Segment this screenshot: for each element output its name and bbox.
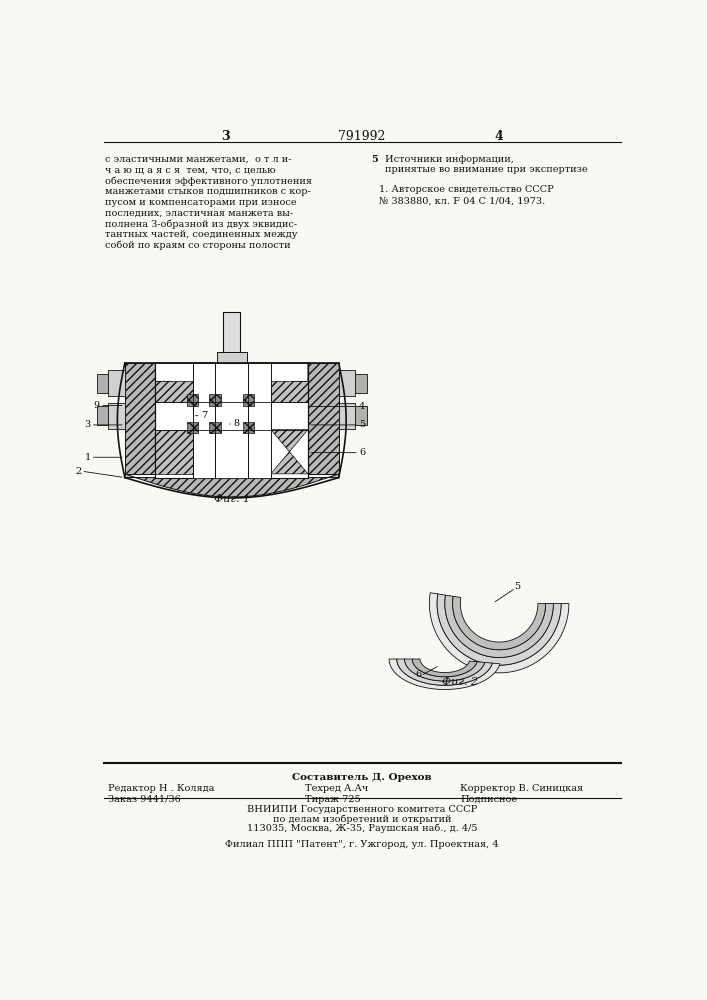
Polygon shape: [125, 363, 156, 474]
Text: 9: 9: [94, 401, 100, 410]
Bar: [223, 312, 240, 363]
Text: полнена З-образной из двух эквидис-: полнена З-образной из двух эквидис-: [105, 219, 298, 229]
Bar: [339, 403, 356, 429]
Bar: [248, 363, 271, 478]
Polygon shape: [215, 439, 248, 474]
Text: 1. Авторское свидетельство СССР: 1. Авторское свидетельство СССР: [379, 185, 554, 194]
Text: Заказ 9441/36: Заказ 9441/36: [107, 795, 180, 804]
Text: пусом и компенсаторами при износе: пусом и компенсаторами при износе: [105, 198, 297, 207]
Text: 8: 8: [233, 419, 240, 428]
Polygon shape: [156, 381, 193, 402]
Polygon shape: [271, 381, 308, 402]
Text: ч а ю щ а я с я  тем, что, с целью: ч а ю щ а я с я тем, что, с целью: [105, 165, 276, 174]
Bar: [356, 406, 367, 425]
Polygon shape: [389, 659, 500, 689]
Text: 4: 4: [359, 402, 365, 411]
Text: последних, эластичная манжета вы-: последних, эластичная манжета вы-: [105, 209, 293, 218]
Text: по делам изобретений и открытий: по делам изобретений и открытий: [273, 815, 451, 824]
Polygon shape: [397, 659, 492, 685]
Text: 5: 5: [359, 420, 365, 429]
Polygon shape: [156, 430, 193, 474]
Text: 5: 5: [515, 582, 521, 591]
Bar: [209, 422, 221, 433]
Bar: [97, 406, 108, 425]
Bar: [339, 370, 356, 396]
Text: обеспечения эффективного уплотнения: обеспечения эффективного уплотнения: [105, 176, 312, 186]
Text: 6: 6: [359, 448, 365, 457]
Polygon shape: [437, 594, 561, 665]
Text: 5: 5: [371, 155, 378, 164]
Text: с эластичными манжетами,  о т л и-: с эластичными манжетами, о т л и-: [105, 155, 292, 164]
Polygon shape: [156, 363, 308, 409]
Text: 791992: 791992: [338, 130, 385, 143]
Text: 1: 1: [84, 453, 90, 462]
Polygon shape: [452, 596, 546, 650]
Text: собой по краям со стороны полости: собой по краям со стороны полости: [105, 241, 291, 250]
Text: 3: 3: [84, 420, 90, 429]
Bar: [108, 370, 125, 396]
Text: Филиал ППП "Патент", г. Ужгород, ул. Проектная, 4: Филиал ППП "Патент", г. Ужгород, ул. Про…: [225, 840, 498, 849]
Bar: [215, 363, 248, 478]
Text: манжетами стыков подшипников с кор-: манжетами стыков подшипников с кор-: [105, 187, 311, 196]
Text: Составитель Д. Орехов: Составитель Д. Орехов: [292, 773, 432, 782]
Text: Корректор В. Синицкая: Корректор В. Синицкая: [460, 784, 583, 793]
Bar: [156, 363, 308, 478]
Bar: [243, 394, 254, 406]
Bar: [209, 394, 221, 406]
Polygon shape: [308, 363, 339, 474]
Text: тантных частей, соединенных между: тантных частей, соединенных между: [105, 230, 298, 239]
Text: 7: 7: [201, 411, 207, 420]
Bar: [108, 403, 125, 429]
Polygon shape: [156, 363, 308, 381]
Text: 6: 6: [416, 670, 421, 679]
Polygon shape: [271, 430, 308, 474]
Text: Редактор Н . Коляда: Редактор Н . Коляда: [107, 784, 214, 793]
Bar: [193, 363, 215, 478]
Text: ВНИИПИ Государственного комитета СССР: ВНИИПИ Государственного комитета СССР: [247, 805, 477, 814]
Text: Фиг. 1: Фиг. 1: [214, 494, 250, 504]
Text: № 383880, кл. F 04 С 1/04, 1973.: № 383880, кл. F 04 С 1/04, 1973.: [379, 196, 545, 205]
Polygon shape: [404, 659, 485, 681]
Polygon shape: [125, 474, 339, 497]
Polygon shape: [445, 595, 554, 657]
Bar: [187, 422, 198, 433]
Bar: [97, 374, 108, 393]
Polygon shape: [412, 659, 477, 677]
Bar: [243, 422, 254, 433]
Text: 4: 4: [495, 130, 503, 143]
Text: 3: 3: [221, 130, 230, 143]
Text: принятые во внимание при экспертизе: принятые во внимание при экспертизе: [385, 165, 588, 174]
Text: 113035, Москва, Ж-35, Раушская наб., д. 4/5: 113035, Москва, Ж-35, Раушская наб., д. …: [247, 824, 477, 833]
Bar: [187, 394, 198, 406]
Text: Источники информации,: Источники информации,: [385, 155, 514, 164]
Polygon shape: [215, 381, 248, 411]
Text: Тираж 725: Тираж 725: [305, 795, 361, 804]
Text: Фиг. 2: Фиг. 2: [443, 677, 479, 687]
Text: Подписное: Подписное: [460, 795, 518, 804]
Bar: [216, 352, 247, 363]
Bar: [356, 374, 367, 393]
Text: Техред А.Ач: Техред А.Ач: [305, 784, 368, 793]
Text: 2: 2: [75, 467, 81, 476]
Polygon shape: [429, 593, 569, 673]
